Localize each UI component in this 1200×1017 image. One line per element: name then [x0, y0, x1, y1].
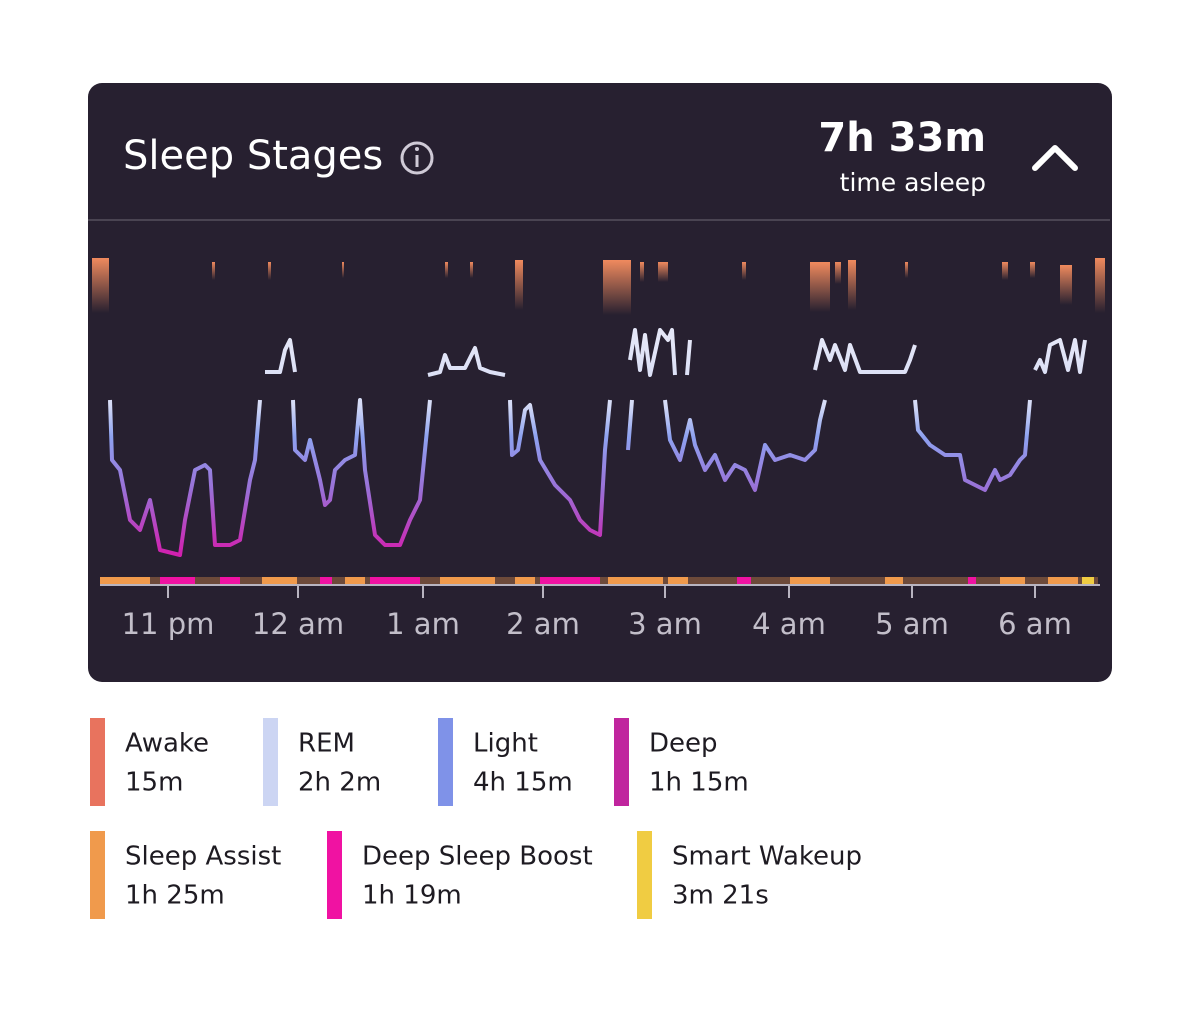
x-tick-label: 4 am: [752, 607, 826, 641]
legend-swatch: [90, 718, 105, 806]
legend-value: 2h 2m: [298, 768, 381, 798]
legend-value: 15m: [125, 768, 183, 798]
legend-item: Sleep Assist 1h 25m: [90, 831, 281, 919]
card-title: Sleep Stages: [123, 133, 383, 179]
x-tick-label: 11 pm: [122, 607, 215, 641]
legend-item: REM 2h 2m: [263, 718, 381, 806]
legend-item: Awake 15m: [90, 718, 209, 806]
legend-swatch: [637, 831, 652, 919]
collapse-button[interactable]: [1032, 145, 1078, 171]
legend-name: Light: [473, 729, 538, 759]
card: [88, 83, 1112, 682]
legend-item: Deep 1h 15m: [614, 718, 749, 806]
legend-name: Awake: [125, 729, 209, 759]
legend-item: Light 4h 15m: [438, 718, 573, 806]
legend-swatch: [438, 718, 453, 806]
x-axis-labels: 11 pm 12 am 1 am 2 am 3 am 4 am 5 am 6 am: [122, 585, 1072, 641]
legend-name: REM: [298, 729, 355, 759]
awake-bars: [92, 258, 1105, 315]
legend-value: 1h 15m: [649, 768, 749, 798]
total-sleep-label: time asleep: [840, 168, 986, 197]
legend: Awake 15m REM 2h 2m Light 4h 15m Deep 1h 15m Sle…: [90, 718, 862, 919]
legend-value: 4h 15m: [473, 768, 573, 798]
hypnogram: [108, 328, 1087, 557]
legend-name: Deep: [649, 729, 718, 759]
x-tick-label: 12 am: [252, 607, 344, 641]
legend-swatch: [327, 831, 342, 919]
legend-item: Smart Wakeup 3m 21s: [637, 831, 862, 919]
legend-name: Smart Wakeup: [672, 842, 862, 872]
legend-value: 1h 25m: [125, 881, 225, 911]
info-icon[interactable]: [400, 141, 434, 175]
legend-name: Sleep Assist: [125, 842, 281, 872]
legend-item: Deep Sleep Boost 1h 19m: [327, 831, 593, 919]
total-sleep: 7h 33m: [818, 115, 986, 161]
assist-strip: [100, 577, 1098, 584]
x-tick-label: 6 am: [998, 607, 1072, 641]
legend-value: 1h 19m: [362, 881, 462, 911]
legend-swatch: [90, 831, 105, 919]
x-tick-label: 3 am: [628, 607, 702, 641]
legend-name: Deep Sleep Boost: [362, 842, 593, 872]
legend-swatch: [263, 718, 278, 806]
x-tick-label: 2 am: [506, 607, 580, 641]
legend-value: 3m 21s: [672, 881, 769, 911]
legend-swatch: [614, 718, 629, 806]
x-tick-label: 5 am: [875, 607, 949, 641]
x-tick-label: 1 am: [386, 607, 460, 641]
